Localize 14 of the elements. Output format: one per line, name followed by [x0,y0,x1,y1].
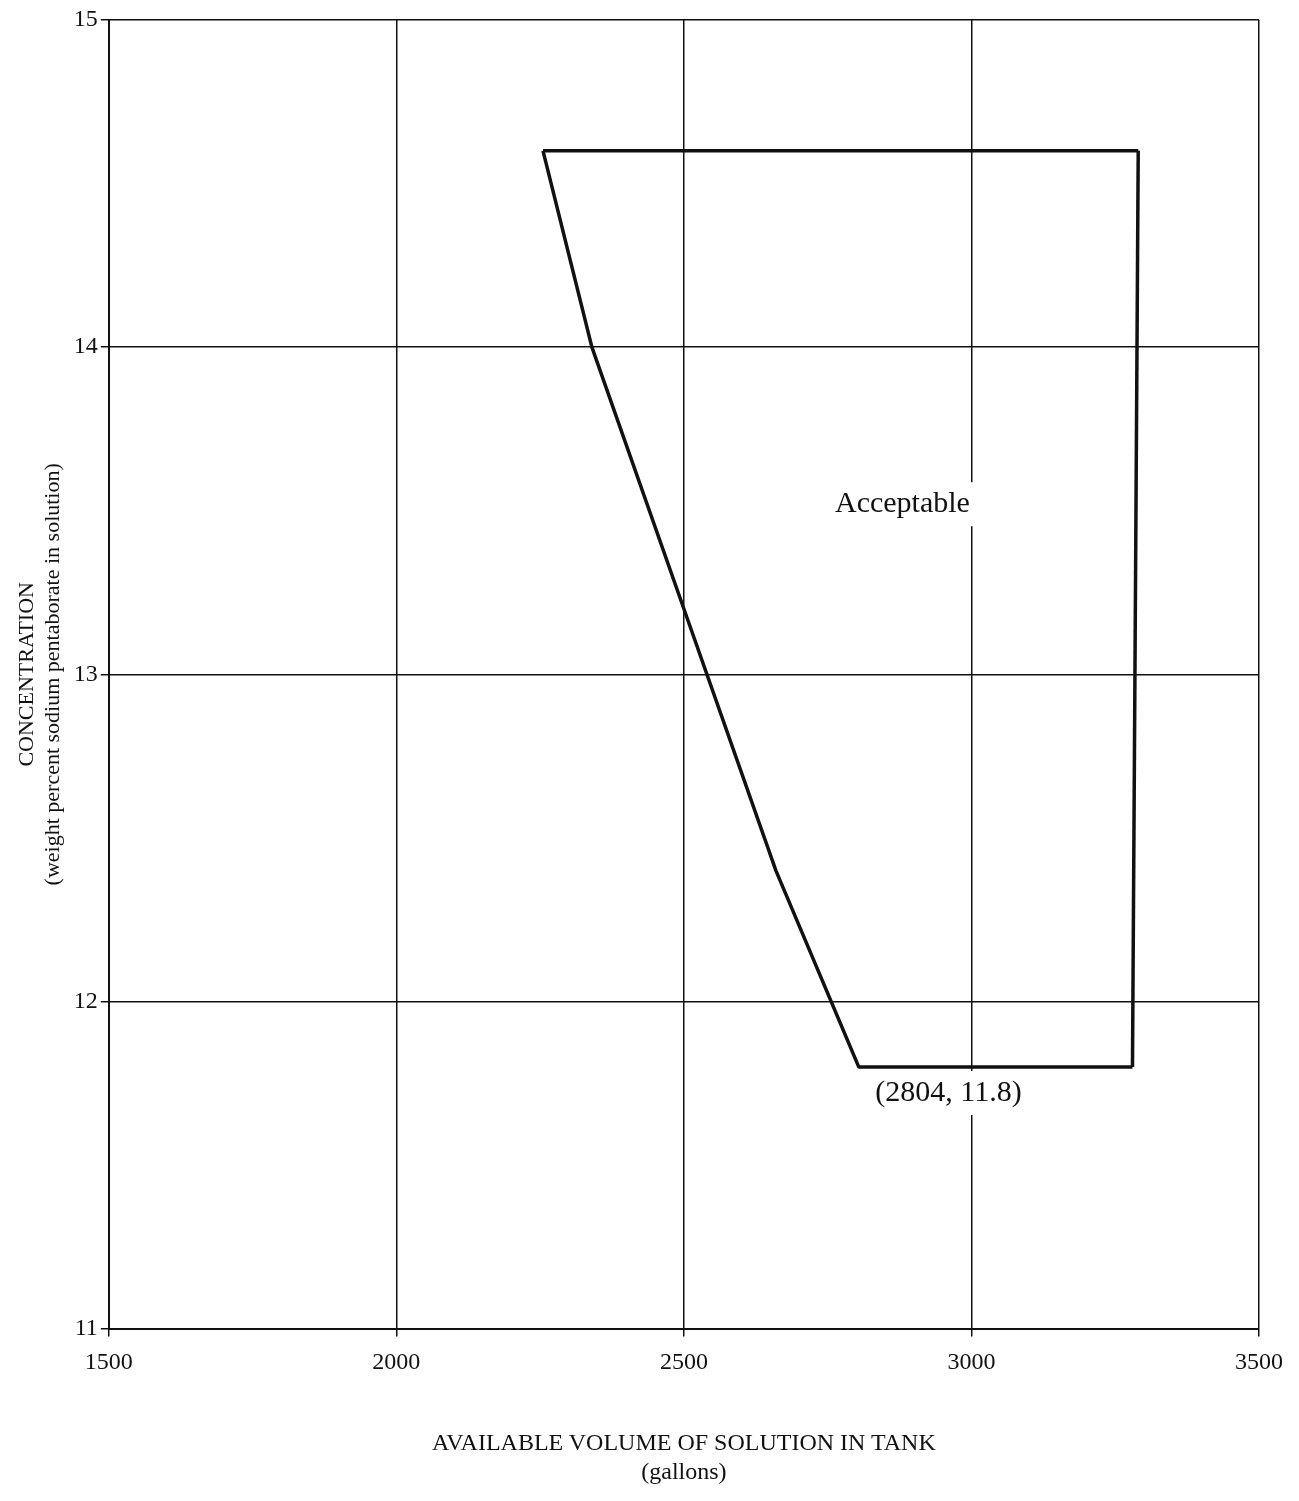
annotation: (2804, 11.8) [875,1073,1022,1108]
y-tick-label: 14 [73,332,98,359]
y-tick-label: 13 [73,659,98,686]
x-tick-label: 1500 [84,1348,133,1375]
y-tick-label: 15 [73,5,98,32]
x-tick-label: 2500 [659,1348,708,1375]
annotation: Acceptable [834,485,970,519]
y-axis-title: CONCENTRATION (weight percent sodium pentaborate in solution) [12,463,65,886]
x-tick-label: 3000 [947,1348,996,1375]
x-tick-label: 3500 [1235,1348,1283,1375]
x-axis-title: AVAILABLE VOLUME OF SOLUTION IN TANK (gallons) [432,1429,937,1484]
y-tick-label: 12 [73,986,98,1013]
x-tick-label: 2000 [372,1348,421,1375]
y-tick-label: 11 [74,1313,98,1340]
